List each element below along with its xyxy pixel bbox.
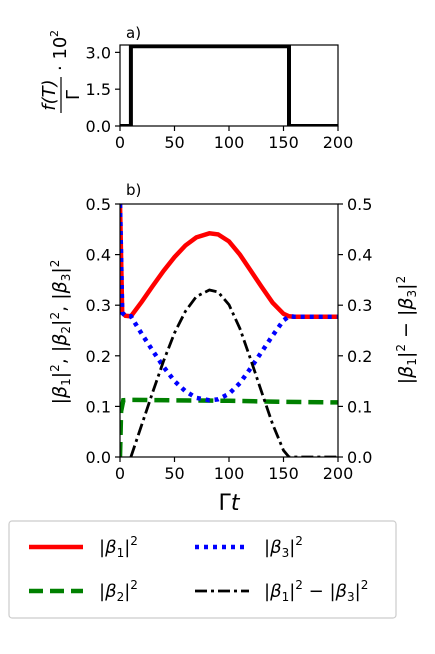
panel-a-frame bbox=[119, 44, 339, 127]
panel-b-ytick-label-right: 0.0 bbox=[347, 448, 372, 467]
panel-b-ytick-label: 0.2 bbox=[86, 347, 111, 366]
panel-b-ylabel-left: |β1|2, |β2|2, |β3|2 bbox=[48, 260, 73, 405]
panel-a-ticks: 0 50 100 150 200 0.0 1.5 3.0 bbox=[86, 43, 354, 152]
panel-b-ytick-label: 0.3 bbox=[86, 296, 111, 315]
panel-b-ylabel-right: |β1|2 − |β3|2 bbox=[394, 276, 419, 384]
panel-b-ytick-label: 0.0 bbox=[86, 448, 111, 467]
panel-b-ytick-label-right: 0.3 bbox=[347, 296, 372, 315]
panel-b-xtick-label: 200 bbox=[323, 464, 354, 483]
panel-a-ytick-label: 0.0 bbox=[86, 117, 111, 136]
legend-item-diff: |β1|2 − |β3|2 bbox=[195, 578, 368, 604]
panel-b-series-1 bbox=[120, 204, 338, 320]
panel-b-xlabel: Γt bbox=[219, 491, 241, 516]
panel-b-label: b) bbox=[126, 181, 141, 199]
panel-b-ytick-label: 0.5 bbox=[86, 195, 111, 214]
svg-text:2: 2 bbox=[48, 30, 61, 37]
panel-b-frame bbox=[119, 203, 339, 458]
panel-a-ytick-label: 1.5 bbox=[86, 80, 111, 99]
svg-text:· 10: · 10 bbox=[50, 37, 71, 71]
panel-a-xtick-label: 0 bbox=[115, 133, 125, 152]
panel-b-ytick-label-right: 0.1 bbox=[347, 397, 372, 416]
panel-b-xtick-label: 0 bbox=[115, 464, 125, 483]
panel-b-ytick-label: 0.1 bbox=[86, 397, 111, 416]
panel-a-series bbox=[120, 45, 338, 126]
panel-b-xtick-label: 150 bbox=[268, 464, 299, 483]
panel-a-label: a) bbox=[126, 24, 141, 42]
svg-text:|β1|2 − |β3|2: |β1|2 − |β3|2 bbox=[264, 578, 368, 604]
panel-b-ytick-label-right: 0.5 bbox=[347, 195, 372, 214]
panel-a: a) 0 50 100 150 200 0.0 1.5 3.0 f(T) Γ · 10 2 bbox=[39, 24, 353, 152]
panel-b-ytick-label-right: 0.4 bbox=[347, 246, 372, 265]
panel-b-series bbox=[120, 204, 338, 457]
panel-b-xtick-label: 100 bbox=[214, 464, 245, 483]
panel-a-xtick-label: 100 bbox=[214, 133, 245, 152]
legend-frame bbox=[8, 520, 397, 619]
panel-b-series-3 bbox=[120, 204, 338, 403]
panel-a-xtick-label: 50 bbox=[164, 133, 184, 152]
panel-b-xtick-label: 50 bbox=[164, 464, 184, 483]
panel-a-ytick-label: 3.0 bbox=[86, 43, 111, 62]
panel-a-xtick-label: 150 bbox=[268, 133, 299, 152]
legend: |β1|2 |β3|2 |β2|2 |β1|2 − |β3|2 bbox=[8, 520, 397, 619]
panel-b-ytick-label-right: 0.2 bbox=[347, 347, 372, 366]
panel-b-series-4 bbox=[129, 288, 338, 457]
panel-a-series-1 bbox=[120, 45, 338, 126]
svg-text:f(T): f(T) bbox=[39, 79, 60, 110]
panel-a-xtick-label: 200 bbox=[323, 133, 354, 152]
panel-b-ytick-label: 0.4 bbox=[86, 246, 111, 265]
panel-b-series-2 bbox=[120, 397, 338, 457]
panel-a-ylabel: f(T) Γ · 10 2 bbox=[39, 30, 84, 113]
svg-text:Γ: Γ bbox=[63, 90, 84, 100]
